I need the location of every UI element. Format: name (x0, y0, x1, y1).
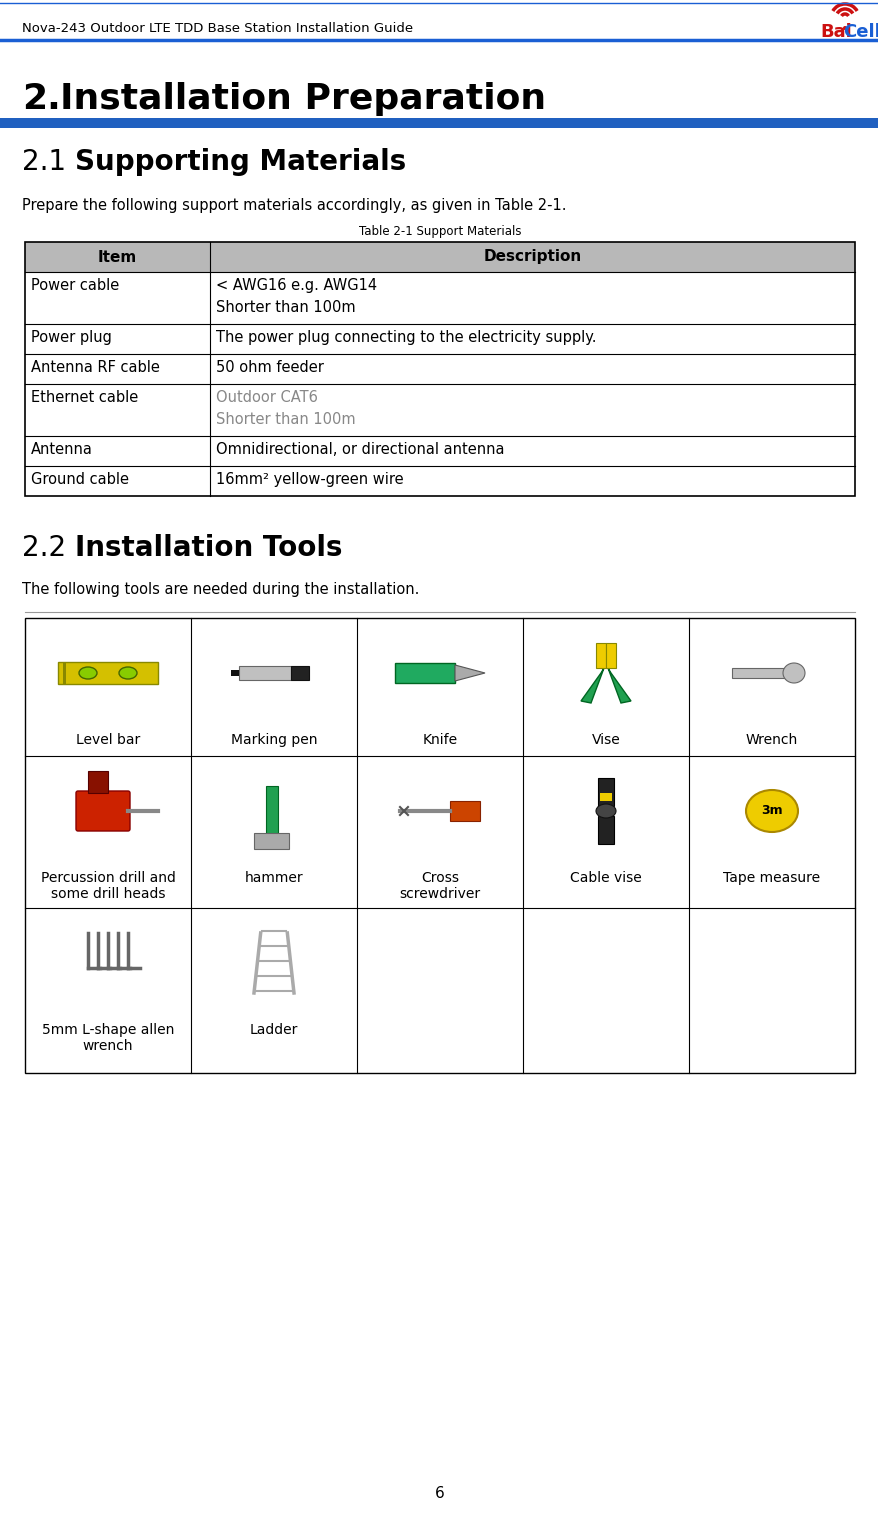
Bar (88, 772, 108, 793)
Bar (266, 785, 277, 841)
Text: Level bar: Level bar (76, 732, 140, 747)
Ellipse shape (842, 26, 846, 30)
Text: Vise: Vise (591, 732, 620, 747)
Text: < AWG16 e.g. AWG14
Shorter than 100m: < AWG16 e.g. AWG14 Shorter than 100m (216, 278, 377, 315)
Text: The following tools are needed during the installation.: The following tools are needed during th… (22, 583, 419, 598)
Text: 2.1: 2.1 (22, 148, 66, 176)
Bar (450, 800, 479, 822)
Ellipse shape (119, 667, 137, 679)
Text: hammer: hammer (244, 871, 303, 885)
Bar (731, 669, 791, 678)
Text: Ladder: Ladder (249, 1023, 298, 1036)
Text: Description: Description (483, 250, 581, 265)
Bar (597, 778, 614, 806)
Bar (605, 643, 615, 669)
Bar (239, 666, 291, 679)
Ellipse shape (595, 803, 615, 819)
Text: 6: 6 (434, 1486, 444, 1501)
Text: Nova-243 Outdoor LTE TDD Base Station Installation Guide: Nova-243 Outdoor LTE TDD Base Station In… (22, 21, 413, 35)
Text: 2.2: 2.2 (22, 534, 66, 561)
Bar (394, 663, 455, 682)
Bar (600, 793, 611, 800)
Bar (595, 643, 605, 669)
Polygon shape (455, 666, 485, 681)
Text: Cable vise: Cable vise (570, 871, 641, 885)
Bar (58, 663, 158, 684)
Bar (25, 242, 854, 496)
Text: Power plug: Power plug (31, 330, 112, 345)
Text: Outdoor CAT6
Shorter than 100m: Outdoor CAT6 Shorter than 100m (216, 390, 356, 427)
Bar (231, 670, 239, 676)
Bar (291, 666, 309, 679)
Text: Power cable: Power cable (31, 278, 119, 294)
Ellipse shape (745, 790, 797, 832)
Bar (0, 118, 878, 129)
Ellipse shape (79, 667, 97, 679)
Text: Tape measure: Tape measure (723, 871, 820, 885)
Text: 5mm L-shape allen
wrench: 5mm L-shape allen wrench (42, 1023, 174, 1053)
Text: 3m: 3m (760, 805, 782, 817)
Text: Marking pen: Marking pen (231, 732, 317, 747)
Polygon shape (580, 669, 603, 704)
Text: Antenna RF cable: Antenna RF cable (31, 360, 160, 375)
Text: The power plug connecting to the electricity supply.: The power plug connecting to the electri… (216, 330, 596, 345)
Text: Antenna: Antenna (31, 442, 93, 457)
Text: Ethernet cable: Ethernet cable (31, 390, 138, 405)
Text: Bai: Bai (819, 23, 851, 41)
Text: Omnidirectional, or directional antenna: Omnidirectional, or directional antenna (216, 442, 504, 457)
Text: Cells: Cells (842, 23, 878, 41)
Ellipse shape (782, 663, 804, 682)
Text: Percussion drill and
some drill heads: Percussion drill and some drill heads (40, 871, 176, 902)
Text: 16mm² yellow-green wire: 16mm² yellow-green wire (216, 472, 403, 487)
Bar (254, 834, 289, 849)
Bar (25, 617, 854, 1073)
Bar (63, 663, 66, 684)
Polygon shape (608, 669, 630, 704)
Text: 2.: 2. (22, 82, 61, 117)
Text: Installation Preparation: Installation Preparation (60, 82, 545, 117)
Text: Knife: Knife (422, 732, 457, 747)
Text: Table 2-1 Support Materials: Table 2-1 Support Materials (358, 225, 521, 238)
Text: Supporting Materials: Supporting Materials (75, 148, 406, 176)
Text: Installation Tools: Installation Tools (75, 534, 342, 561)
FancyBboxPatch shape (76, 791, 130, 831)
Text: Wrench: Wrench (745, 732, 797, 747)
Bar (25, 242, 854, 272)
Text: Cross
screwdriver: Cross screwdriver (399, 871, 480, 902)
Text: Ground cable: Ground cable (31, 472, 129, 487)
Text: 50 ohm feeder: 50 ohm feeder (216, 360, 323, 375)
Text: Prepare the following support materials accordingly, as given in Table 2-1.: Prepare the following support materials … (22, 198, 565, 213)
Text: Item: Item (97, 250, 137, 265)
Bar (597, 816, 614, 844)
